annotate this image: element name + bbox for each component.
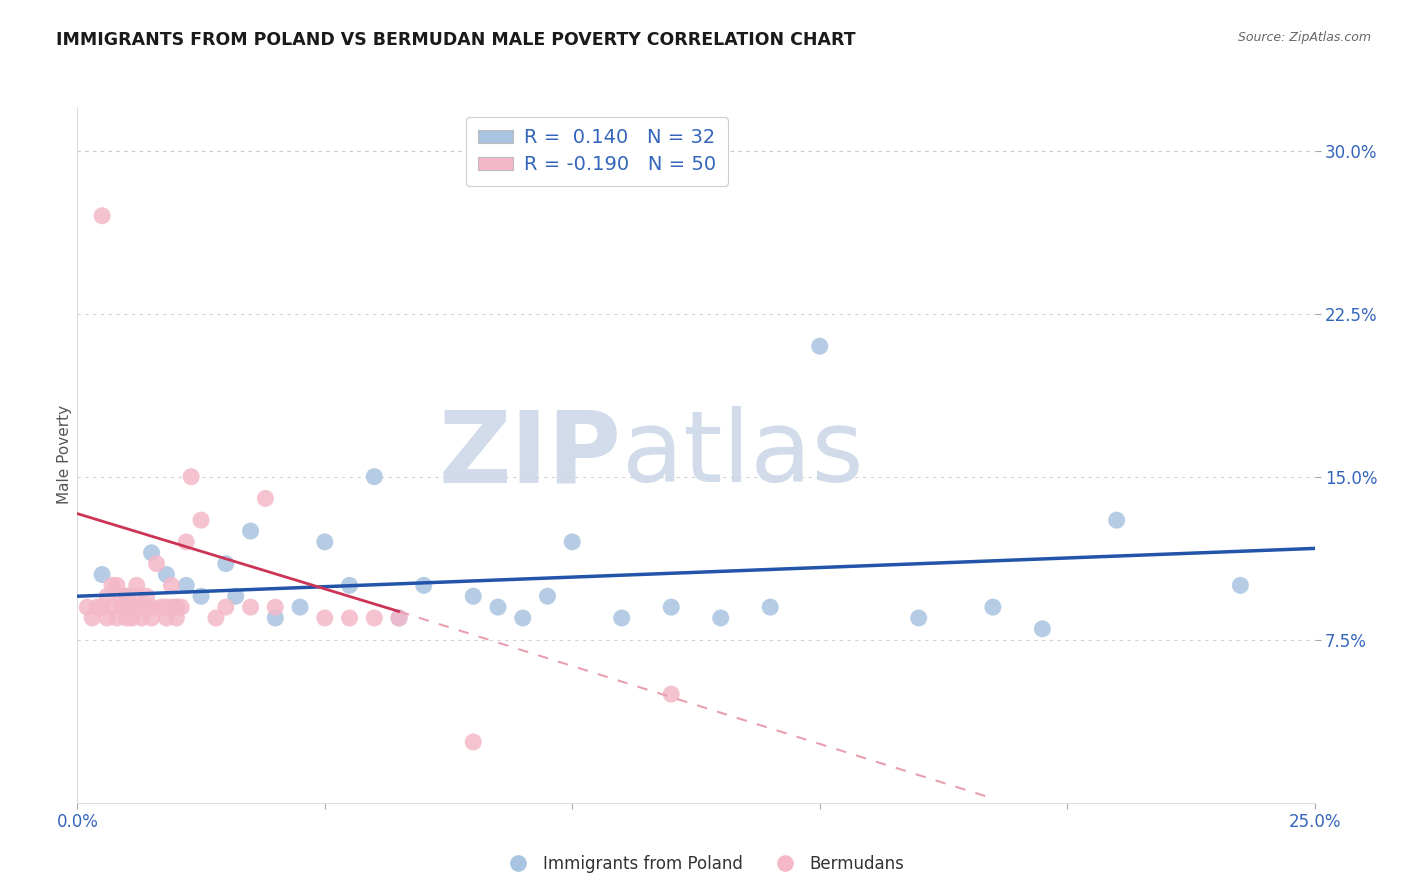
- Point: [314, 611, 336, 625]
- Point: [105, 611, 128, 625]
- Point: [659, 687, 682, 701]
- Point: [288, 600, 311, 615]
- Point: [125, 600, 148, 615]
- Point: [710, 611, 733, 625]
- Point: [160, 600, 183, 615]
- Point: [170, 600, 193, 615]
- Point: [215, 600, 238, 615]
- Point: [808, 339, 831, 353]
- Point: [101, 600, 124, 615]
- Point: [512, 611, 534, 625]
- Point: [314, 535, 336, 549]
- Point: [239, 524, 262, 538]
- Point: [659, 600, 682, 615]
- Point: [125, 589, 148, 603]
- Point: [82, 611, 104, 625]
- Point: [141, 600, 163, 615]
- Point: [150, 600, 173, 615]
- Point: [907, 611, 929, 625]
- Point: [388, 611, 411, 625]
- Point: [412, 578, 434, 592]
- Point: [160, 578, 183, 592]
- Point: [239, 600, 262, 615]
- Point: [91, 209, 114, 223]
- Point: [121, 600, 143, 615]
- Point: [145, 557, 167, 571]
- Point: [264, 611, 287, 625]
- Point: [165, 611, 187, 625]
- Point: [96, 611, 118, 625]
- Point: [174, 535, 197, 549]
- Point: [76, 600, 98, 615]
- Point: [155, 600, 177, 615]
- Point: [135, 600, 157, 615]
- Point: [141, 546, 163, 560]
- Text: ZIP: ZIP: [439, 407, 621, 503]
- Point: [1031, 622, 1053, 636]
- Point: [536, 589, 558, 603]
- Point: [115, 589, 138, 603]
- Point: [91, 600, 114, 615]
- Point: [91, 567, 114, 582]
- Point: [225, 589, 247, 603]
- Point: [115, 611, 138, 625]
- Point: [174, 578, 197, 592]
- Point: [125, 578, 148, 592]
- Point: [1229, 578, 1251, 592]
- Legend: Immigrants from Poland, Bermudans: Immigrants from Poland, Bermudans: [495, 848, 911, 880]
- Point: [981, 600, 1004, 615]
- Point: [86, 600, 108, 615]
- Point: [254, 491, 277, 506]
- Point: [339, 578, 361, 592]
- Point: [115, 600, 138, 615]
- Point: [141, 611, 163, 625]
- Point: [190, 513, 212, 527]
- Point: [759, 600, 782, 615]
- Point: [1105, 513, 1128, 527]
- Legend: R =  0.140   N = 32, R = -0.190   N = 50: R = 0.140 N = 32, R = -0.190 N = 50: [465, 117, 728, 186]
- Point: [105, 578, 128, 592]
- Point: [135, 589, 157, 603]
- Point: [215, 557, 238, 571]
- Point: [111, 589, 134, 603]
- Point: [165, 600, 187, 615]
- Point: [111, 600, 134, 615]
- Point: [388, 611, 411, 625]
- Point: [463, 735, 485, 749]
- Text: IMMIGRANTS FROM POLAND VS BERMUDAN MALE POVERTY CORRELATION CHART: IMMIGRANTS FROM POLAND VS BERMUDAN MALE …: [56, 31, 856, 49]
- Text: Source: ZipAtlas.com: Source: ZipAtlas.com: [1237, 31, 1371, 45]
- Point: [264, 600, 287, 615]
- Point: [131, 600, 153, 615]
- Point: [205, 611, 228, 625]
- Point: [155, 567, 177, 582]
- Point: [180, 469, 202, 483]
- Point: [115, 589, 138, 603]
- Point: [561, 535, 583, 549]
- Point: [121, 611, 143, 625]
- Point: [610, 611, 633, 625]
- Point: [101, 578, 124, 592]
- Point: [363, 469, 385, 483]
- Point: [463, 589, 485, 603]
- Point: [363, 611, 385, 625]
- Point: [190, 589, 212, 603]
- Point: [131, 611, 153, 625]
- Point: [96, 589, 118, 603]
- Text: atlas: atlas: [621, 407, 863, 503]
- Point: [155, 611, 177, 625]
- Point: [339, 611, 361, 625]
- Point: [165, 600, 187, 615]
- Y-axis label: Male Poverty: Male Poverty: [56, 405, 72, 505]
- Point: [486, 600, 509, 615]
